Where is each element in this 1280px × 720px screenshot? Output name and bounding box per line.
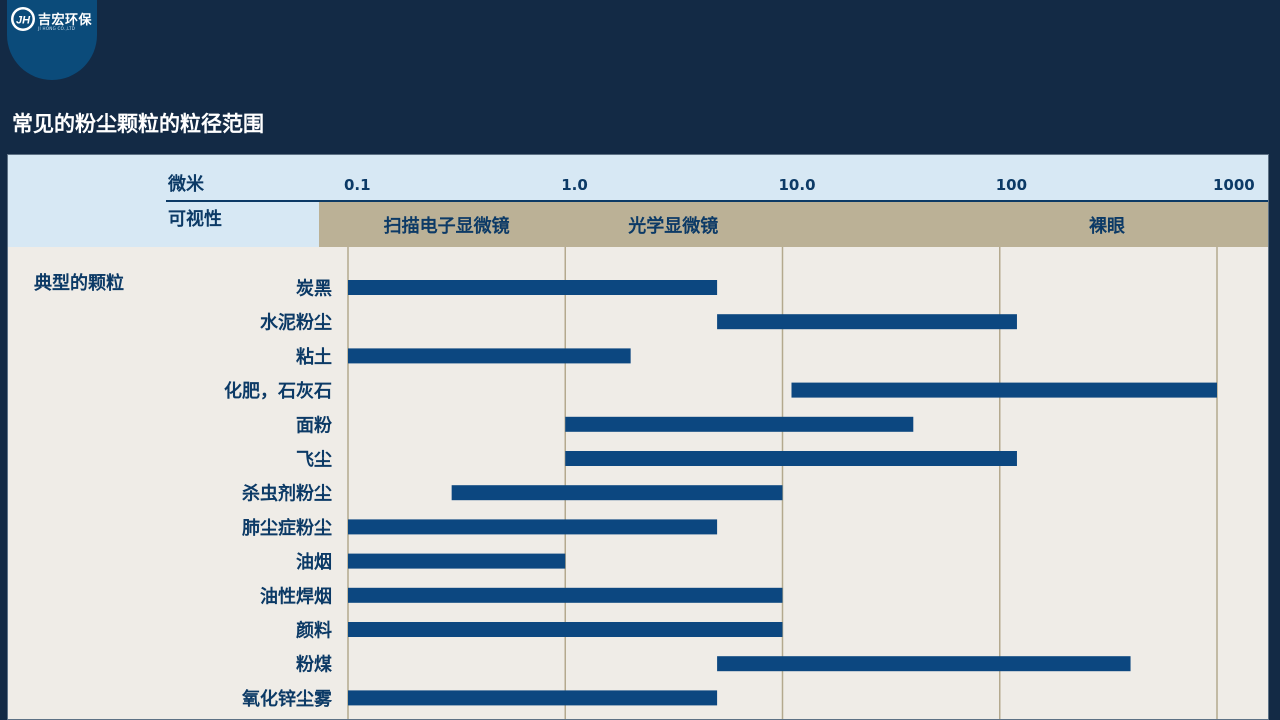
range-bar (791, 382, 1217, 398)
category-header: 典型的颗粒 (34, 272, 124, 294)
range-bar (348, 587, 783, 603)
range-bar (348, 348, 631, 364)
range-bar (565, 451, 1017, 466)
visibility-range-label: 裸眼 (1089, 215, 1125, 237)
row-label: 油性焊烟 (260, 585, 332, 607)
row-label: 氧化锌尘雾 (241, 688, 333, 710)
visibility-range-label: 光学显微镜 (627, 215, 718, 237)
logo-mark-text: JH (16, 15, 31, 27)
row-label: 化肥，石灰石 (224, 380, 332, 402)
row-label: 面粉 (296, 414, 332, 436)
x-tick-label: 1.0 (561, 176, 588, 194)
x-tick-label: 0.1 (344, 176, 371, 194)
row-label: 肺尘症粉尘 (242, 517, 332, 539)
visibility-label: 可视性 (168, 208, 222, 230)
range-bar (451, 485, 783, 501)
row-label: 粉煤 (296, 654, 332, 676)
range-bar (348, 622, 783, 637)
x-tick-label: 1000 (1213, 176, 1255, 194)
jh-logo-icon: JH (11, 7, 35, 31)
particle-size-chart: 微米可视性 扫描电子显微镜 光学显微镜 裸眼 0.1 1.0 10.0 100 1000 典型的颗… (7, 154, 1269, 720)
x-tick-label: 10.0 (779, 176, 816, 194)
visibility-range-label: 扫描电子显微镜 (384, 215, 510, 237)
range-bar (348, 553, 566, 569)
range-bar (565, 416, 914, 432)
unit-label: 微米 (167, 173, 205, 195)
range-bar (717, 314, 1017, 330)
company-subtitle: JI HONG CO.,LTD (38, 26, 76, 31)
row-label: 飞尘 (296, 450, 332, 471)
row-label: 杀虫剂粉尘 (242, 483, 332, 505)
company-name: 吉宏环保 (38, 13, 93, 28)
range-bar (717, 656, 1131, 672)
page-title: 常见的粉尘颗粒的粒径范围 (12, 112, 264, 136)
range-bar (348, 690, 718, 706)
row-label: 颜料 (296, 620, 332, 642)
row-label: 水泥粉尘 (260, 312, 332, 334)
x-tick-label: 100 (996, 176, 1027, 194)
row-label: 粘土 (296, 346, 332, 368)
range-bar (348, 519, 718, 535)
visibility-band (319, 202, 1268, 247)
company-logo: JH 吉宏环保 JI HONG CO.,LTD (7, 0, 97, 80)
row-label: 炭黑 (296, 278, 332, 300)
range-bar (348, 280, 718, 295)
row-label: 油烟 (296, 551, 332, 573)
